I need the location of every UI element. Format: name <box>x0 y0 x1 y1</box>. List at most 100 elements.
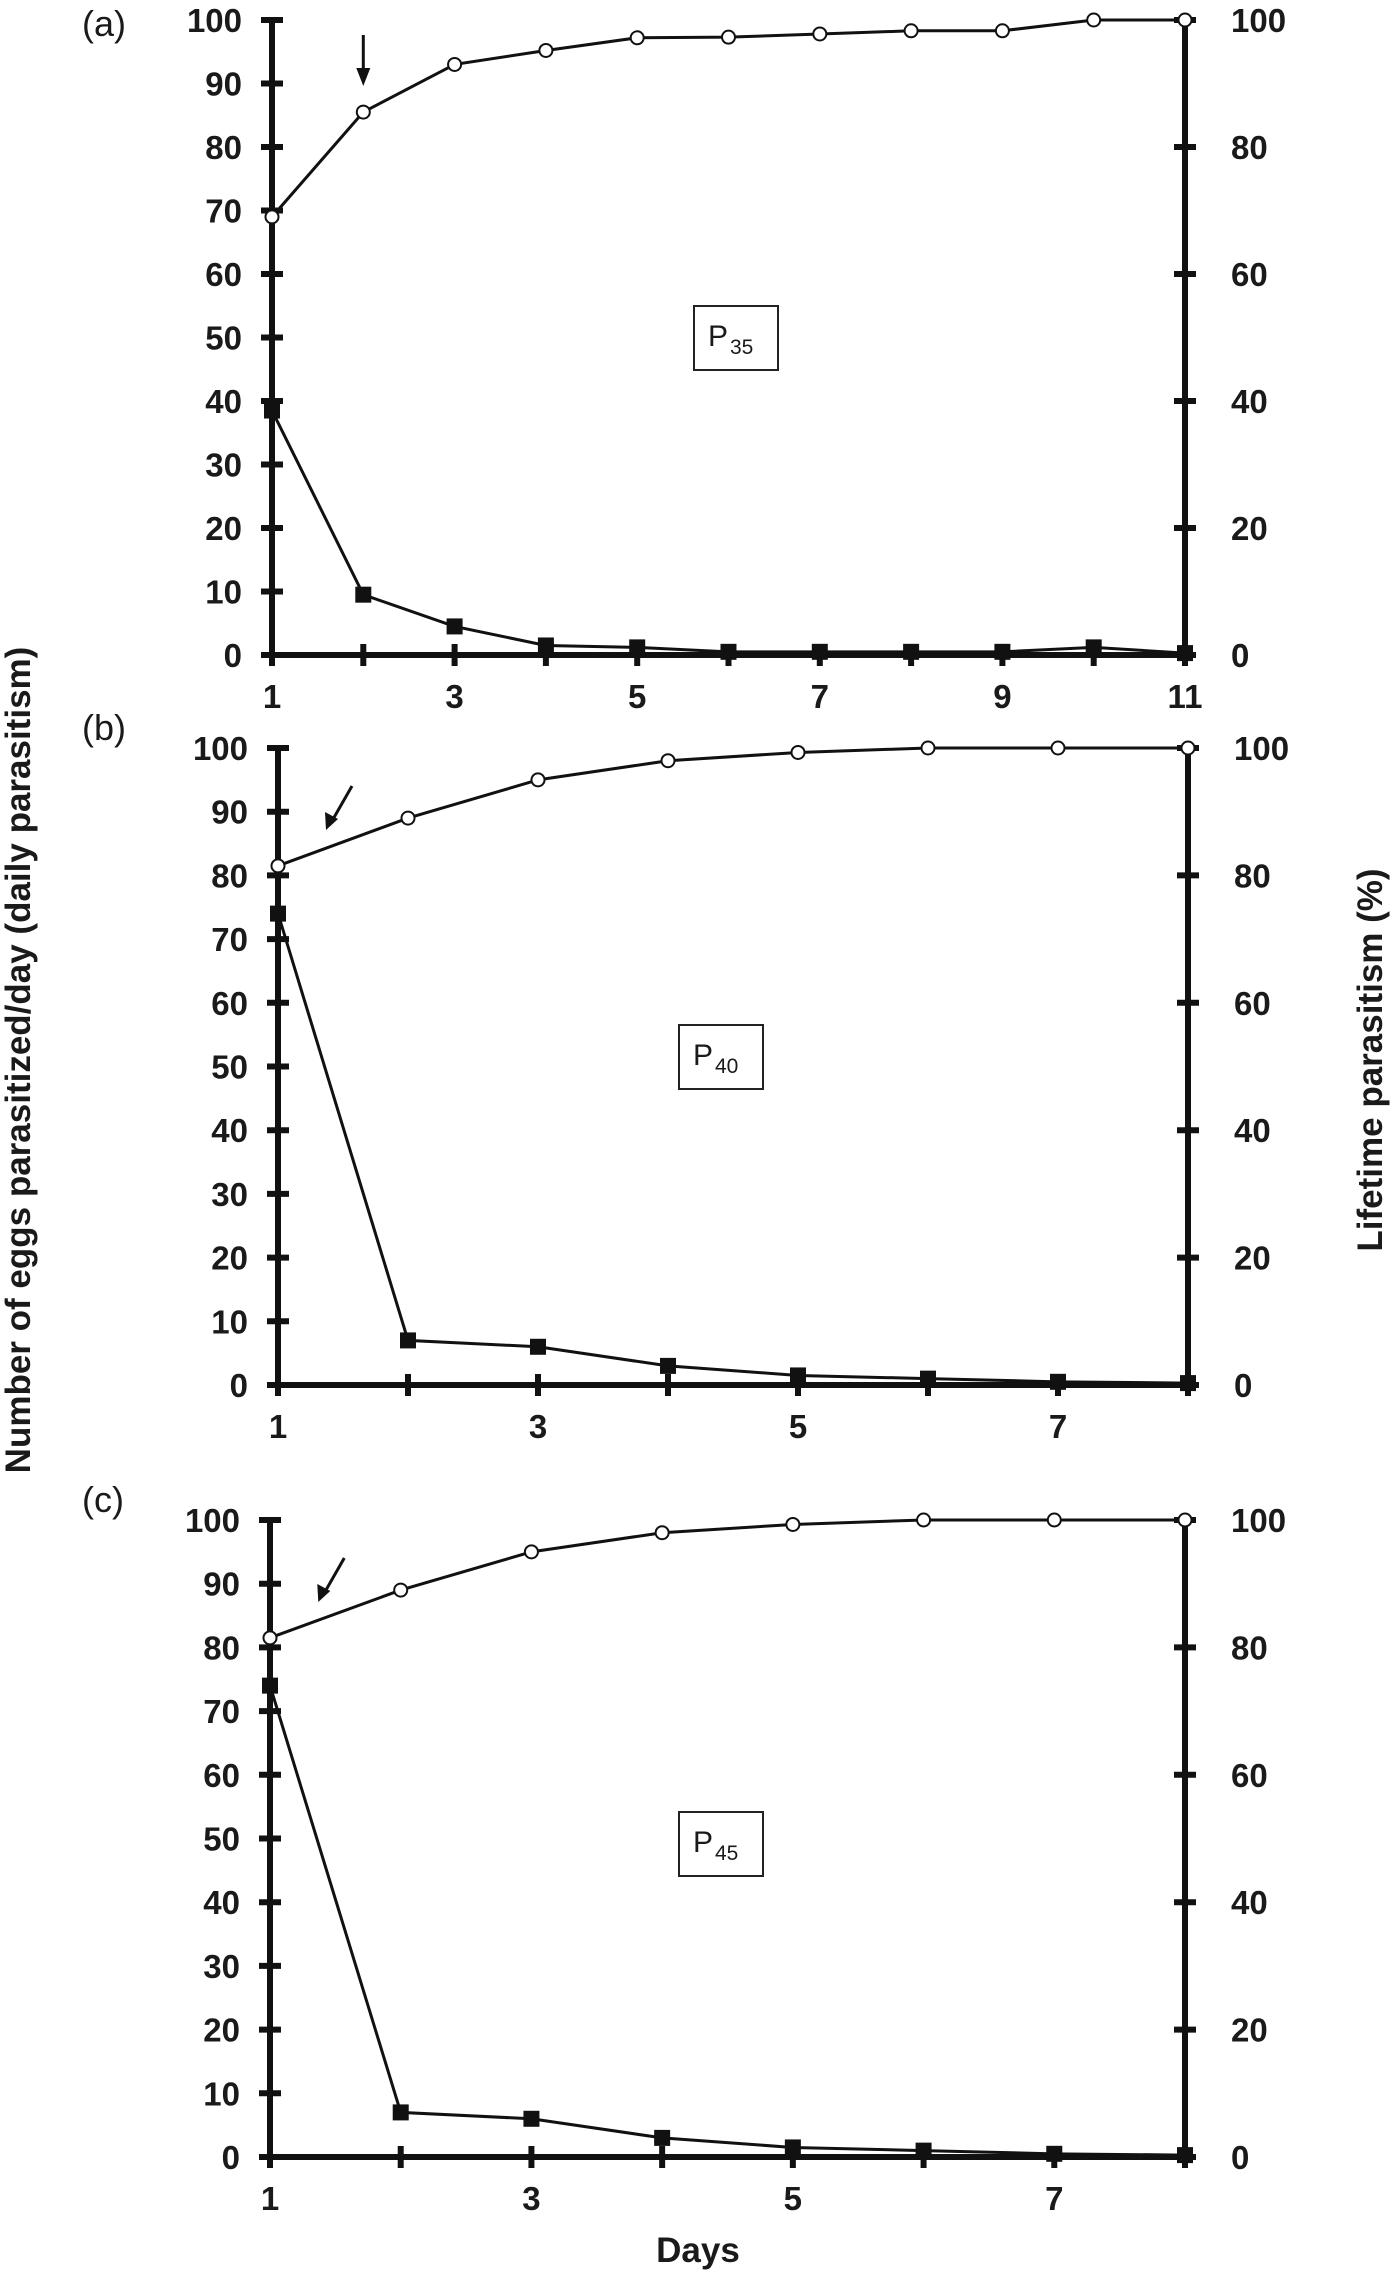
y-left-tick-label: 10 <box>203 2075 240 2112</box>
lifetime-parasitism-point <box>1086 12 1102 28</box>
daily-parasitism-point <box>720 643 737 660</box>
panel-b: 0 10 20 30 40 50 60 70 80 90 100 0 20 40 60 80 100 1 3 5 7 (b… <box>82 707 1289 1445</box>
y-right-tick-label: 100 <box>1231 2 1286 39</box>
lifetime-parasitism-point <box>538 42 554 58</box>
lifetime-parasitism-point <box>393 1582 409 1598</box>
x-axis-title: Days <box>656 2231 740 2270</box>
daily-parasitism-point <box>1050 1373 1066 1390</box>
y-right-tick-label: 100 <box>1231 1502 1286 1539</box>
y-left-tick-label: 70 <box>211 921 248 958</box>
daily-parasitism-point <box>392 2104 409 2121</box>
x-tick-label: 7 <box>1049 1408 1067 1445</box>
x-tick-label: 5 <box>628 678 646 715</box>
daily-parasitism-point <box>1085 639 1102 656</box>
daily-parasitism-line <box>276 913 1189 1385</box>
lifetime-parasitism-point <box>355 104 371 120</box>
y-left-tick-label: 40 <box>211 1112 248 1149</box>
daily-parasitism-point <box>994 643 1011 660</box>
daily-parasitism-point <box>811 643 828 660</box>
lifetime-parasitism-point <box>530 772 546 788</box>
x-tick-label: 5 <box>784 2180 802 2217</box>
panel-box-label: P <box>708 320 728 353</box>
y-left-tick-label: 100 <box>185 1502 240 1539</box>
y-left-tick-label: 10 <box>211 1303 248 1340</box>
daily-parasitism-point <box>1177 2147 1193 2164</box>
y-right-tick-label: 80 <box>1231 1629 1268 1666</box>
lifetime-parasitism-point <box>270 858 286 874</box>
y-right-axis-title: Lifetime parasitism (%) <box>1351 868 1390 1251</box>
y-left-tick-label: 30 <box>211 1176 248 1213</box>
y-left-tick-label: 70 <box>205 193 242 230</box>
lifetime-parasitism-point <box>447 56 463 72</box>
y-right-tick-label: 40 <box>1231 1884 1268 1921</box>
y-left-tick-label: 80 <box>205 129 242 166</box>
y-right-tick-label: 60 <box>1231 1757 1268 1794</box>
x-tick-label: 3 <box>529 1408 547 1445</box>
panel-box <box>678 1811 764 1877</box>
panel-box-label: P <box>693 1826 713 1859</box>
y-left-tick-label: 90 <box>211 794 248 831</box>
lifetime-parasitism-point <box>1180 740 1196 756</box>
daily-parasitism-point <box>523 2110 540 2127</box>
daily-parasitism-point <box>270 905 286 922</box>
lifetime-parasitism-point <box>654 1525 670 1541</box>
y-right-tick-label: 0 <box>1231 637 1249 674</box>
y-left-tick-label: 0 <box>230 1367 248 1404</box>
x-tick-label: 1 <box>269 1408 287 1445</box>
daily-parasitism-point <box>400 1332 416 1349</box>
daily-parasitism-point <box>537 637 554 654</box>
y-left-tick-label: 20 <box>211 1240 248 1277</box>
daily-parasitism-point <box>629 639 646 656</box>
lifetime-parasitism-point <box>1046 1512 1062 1528</box>
y-left-tick-label: 0 <box>222 2139 240 2176</box>
panel-letter: (b) <box>82 707 126 748</box>
y-left-tick-label: 50 <box>205 320 242 357</box>
lifetime-parasitism-point <box>1177 1512 1193 1528</box>
daily-parasitism-point <box>654 2129 671 2146</box>
y-left-tick-label: 70 <box>203 1693 240 1730</box>
daily-parasitism-point <box>903 643 920 660</box>
lifetime-parasitism-point <box>262 1630 278 1646</box>
y-right-tick-label: 0 <box>1231 2139 1249 2176</box>
daily-parasitism-point <box>530 1338 546 1355</box>
daily-parasitism-point <box>1177 645 1193 662</box>
y-left-axis-title: Number of eggs parasitized/day (daily pa… <box>0 647 38 1474</box>
x-tick-label: 3 <box>445 678 463 715</box>
y-right-tick-label: 20 <box>1231 510 1268 547</box>
x-tick-label: 5 <box>789 1408 807 1445</box>
y-right-tick-label: 20 <box>1231 2012 1268 2049</box>
lifetime-parasitism-line <box>270 18 1185 218</box>
y-left-tick-label: 0 <box>224 637 242 674</box>
x-tick-label: 1 <box>261 2180 279 2217</box>
lifetime-parasitism-point <box>916 1512 932 1528</box>
y-right-tick-label: 80 <box>1234 857 1271 894</box>
lifetime-parasitism-point <box>790 744 806 760</box>
y-left-tick-label: 100 <box>187 2 242 39</box>
y-left-tick-label: 60 <box>203 1757 240 1794</box>
lifetime-parasitism-point <box>400 810 416 826</box>
y-left-tick-label: 50 <box>203 1821 240 1858</box>
daily-parasitism-line <box>268 1685 1186 2157</box>
y-left-tick-label: 30 <box>203 1948 240 1985</box>
y-left-tick-label: 20 <box>203 2012 240 2049</box>
panel-letter: (c) <box>82 1479 124 1520</box>
y-right-tick-label: 20 <box>1234 1240 1271 1277</box>
daily-parasitism-line <box>270 409 1186 655</box>
daily-parasitism-point <box>355 586 372 603</box>
x-tick-label: 7 <box>811 678 829 715</box>
lifetime-parasitism-point <box>1050 740 1066 756</box>
y-left-tick-label: 50 <box>211 1049 248 1086</box>
daily-parasitism-point <box>262 1677 278 1694</box>
lifetime-parasitism-point <box>523 1544 539 1560</box>
lifetime-parasitism-point <box>920 740 936 756</box>
y-right-tick-label: 60 <box>1234 985 1271 1022</box>
panel-box-subscript: 45 <box>715 1842 738 1865</box>
daily-parasitism-point <box>446 618 463 635</box>
daily-parasitism-point <box>790 1367 806 1384</box>
arrow-icon <box>330 785 354 822</box>
panel-box <box>693 305 779 371</box>
y-right-tick-label: 100 <box>1234 730 1289 767</box>
panel-box-subscript: 35 <box>730 336 753 359</box>
